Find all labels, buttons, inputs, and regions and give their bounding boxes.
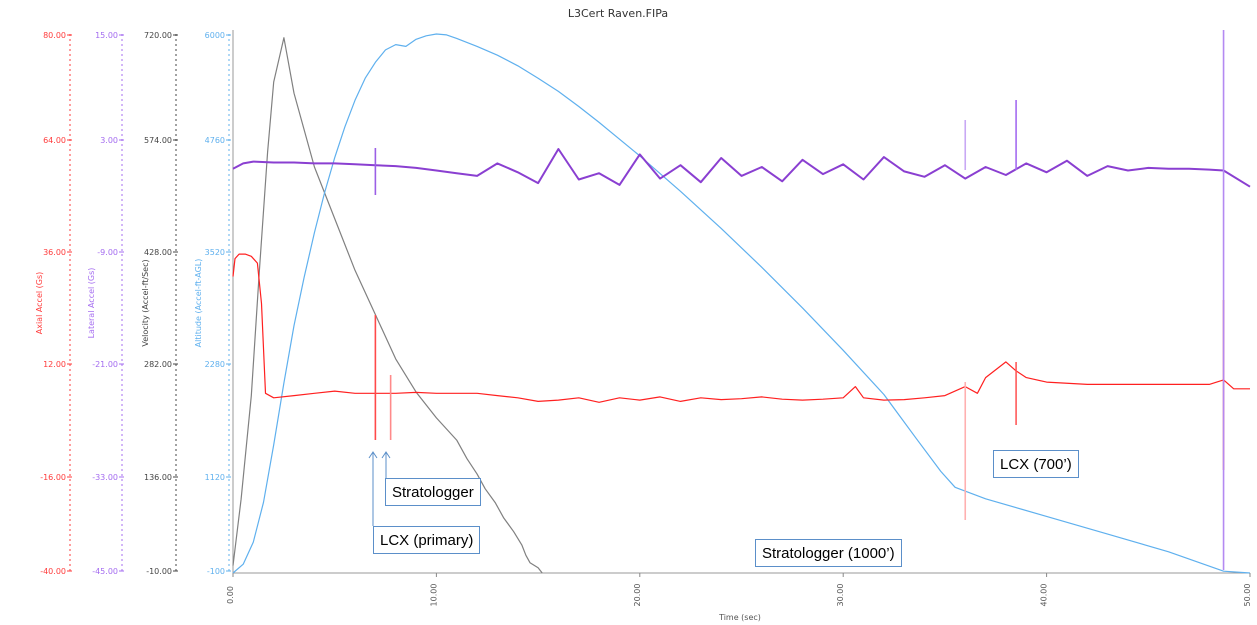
y-tick-label-lateral: -33.00	[92, 473, 118, 482]
annotation-stratologger-1000: Stratologger (1000’)	[755, 539, 902, 567]
annotation-arrows	[368, 451, 391, 526]
y-tick-label-accel: -16.00	[40, 473, 66, 482]
plot-frame	[232, 30, 1250, 574]
annotation-lcx-primary: LCX (primary)	[373, 526, 481, 554]
x-tick-label: 40.00	[1040, 584, 1049, 607]
annotation-lcx-700: LCX (700’)	[993, 450, 1079, 478]
y-tick-label-velocity: 428.00	[144, 248, 172, 257]
y-tick-label-velocity: 574.00	[144, 136, 172, 145]
y-tick-label-lateral: -9.00	[97, 248, 118, 257]
annotation-arrow-head	[368, 451, 378, 459]
y-axis-label-lateral: Lateral Accel (Gs)	[87, 268, 96, 339]
y-axis-label-accel: Axial Accel (Gs)	[35, 272, 44, 335]
y-tick-label-altitude: 1120	[205, 473, 225, 482]
y-tick-label-altitude: 2280	[205, 360, 225, 369]
y-tick-label-accel: 80.00	[43, 31, 66, 40]
x-tick-label: 20.00	[633, 584, 642, 607]
y-tick-label-accel: -40.00	[40, 567, 66, 576]
event-spikes	[374, 30, 1225, 570]
y-tick-label-velocity: 282.00	[144, 360, 172, 369]
y-tick-label-velocity: 720.00	[144, 31, 172, 40]
series-line-altitude	[232, 33, 1251, 574]
y-tick-label-accel: 64.00	[43, 136, 66, 145]
x-tick-label: 0.00	[226, 586, 235, 604]
x-tick-label: 30.00	[836, 584, 845, 607]
y-tick-label-lateral: 3.00	[100, 136, 118, 145]
x-tick-label: 50.00	[1243, 584, 1252, 607]
annotation-stratologger: Stratologger	[385, 478, 481, 506]
data-series	[232, 33, 1251, 574]
annotation-arrow-head	[381, 451, 391, 459]
y-tick-label-lateral: -21.00	[92, 360, 118, 369]
series-line-accel	[232, 253, 1250, 403]
y-tick-label-velocity: 136.00	[144, 473, 172, 482]
y-tick-label-altitude: -100	[207, 567, 225, 576]
y-tick-label-lateral: 15.00	[95, 31, 118, 40]
y-axis-label-altitude: Altitude (Accel-ft-AGL)	[194, 259, 203, 348]
y-tick-label-accel: 36.00	[43, 248, 66, 257]
x-tick-label: 10.00	[429, 584, 438, 607]
y-tick-label-lateral: -45.00	[92, 567, 118, 576]
y-tick-label-accel: 12.00	[43, 360, 66, 369]
y-axis-label-velocity: Velocity (Accel-ft/Sec)	[141, 259, 150, 346]
y-tick-label-altitude: 6000	[205, 31, 225, 40]
y-tick-label-altitude: 3520	[205, 248, 225, 257]
chart-title: L3Cert Raven.FIPa	[568, 7, 668, 20]
y-tick-label-velocity: -10.00	[146, 567, 172, 576]
x-axis: Time (sec) 0.00 10.00 20.00 30.00 40.00 50.00	[226, 573, 1252, 622]
series-line-lateral	[232, 148, 1251, 188]
x-axis-label: Time (sec)	[718, 613, 761, 622]
y-axes: 80.00 64.00 36.00 12.00 -16.00 -40.00 Axial Ac…	[35, 31, 231, 576]
y-tick-label-altitude: 4760	[205, 136, 225, 145]
